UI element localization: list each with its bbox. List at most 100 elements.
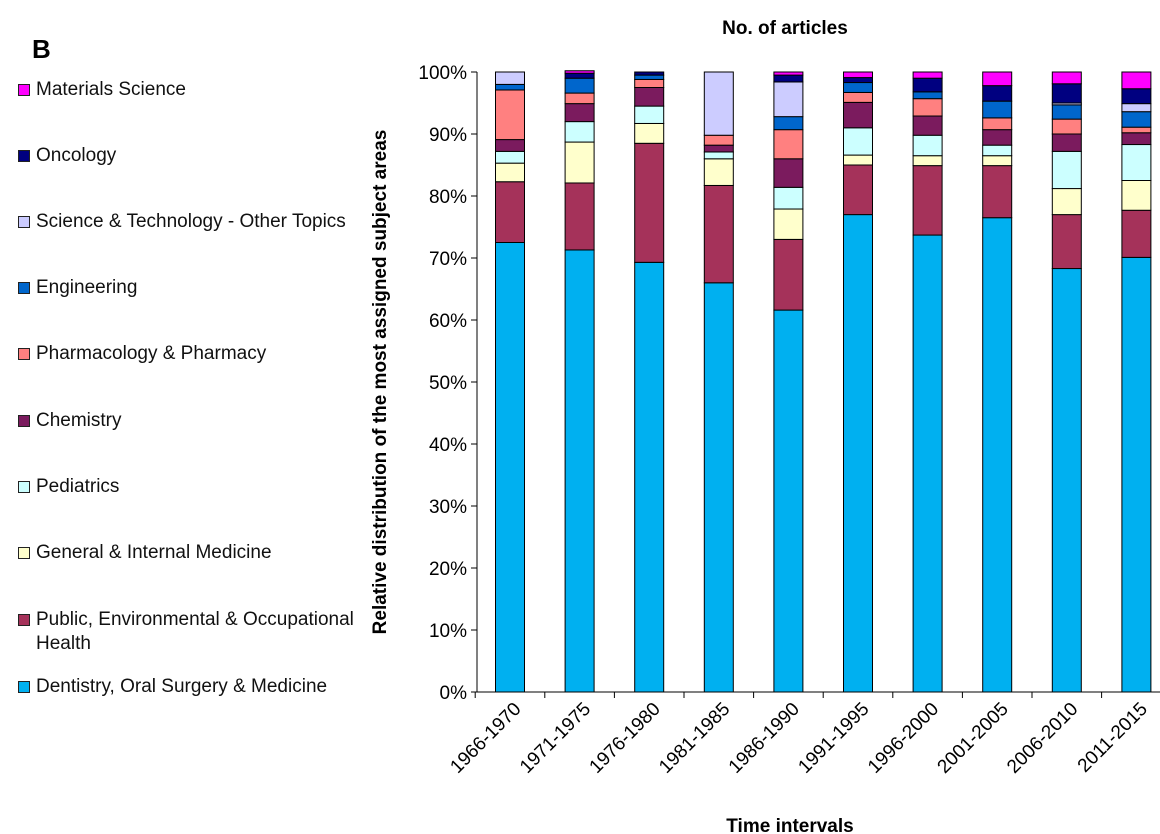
- bar-segment-5-1: [843, 164, 873, 216]
- bar-segment-4-8: [773, 74, 804, 83]
- bar-segment-8-8: [1051, 83, 1082, 104]
- bar-segment-4-5: [773, 129, 804, 160]
- y-tick-label: 100%: [418, 63, 467, 84]
- bar-segment-6-0: [912, 234, 943, 693]
- bar-segment-9-7: [1121, 103, 1152, 113]
- legend-swatch: [18, 216, 30, 228]
- legend-label: General & Internal Medicine: [36, 542, 272, 563]
- bar-segment-0-2: [495, 162, 525, 183]
- bar-segment-0-6: [495, 83, 525, 91]
- legend-swatch: [18, 614, 30, 626]
- y-axis-title: Relative distribution of the most assign…: [370, 130, 391, 635]
- legend-item: Materials Science: [18, 78, 366, 102]
- bar-segment-4-2: [773, 208, 804, 240]
- legend-item: Pediatrics: [18, 475, 366, 499]
- bar-segment-0-0: [495, 242, 525, 693]
- bar-segment-3-5: [703, 134, 734, 146]
- bar-segment-9-4: [1121, 132, 1152, 146]
- panel-label: B: [32, 34, 51, 64]
- bar-segment-9-3: [1121, 144, 1152, 181]
- legend-swatch: [18, 348, 30, 360]
- legend-item: Science & Technology - Other Topics: [18, 210, 366, 234]
- x-tick-label: 1981-1985: [655, 699, 734, 778]
- x-tick-label: 2006-2010: [1003, 699, 1082, 778]
- bar-segment-9-2: [1121, 180, 1152, 211]
- legend-swatch: [18, 415, 30, 427]
- bar-segment-7-2: [982, 155, 1013, 167]
- bar-segment-2-0: [634, 261, 665, 693]
- x-tick-label: 1986-1990: [725, 699, 804, 778]
- bar-segment-2-8: [634, 71, 665, 76]
- legend-label: Chemistry: [36, 410, 122, 431]
- bar-segment-1-5: [564, 92, 595, 105]
- bar-segment-3-4: [703, 144, 734, 153]
- legend-label: Pediatrics: [36, 476, 120, 497]
- bar-segment-1-4: [564, 103, 595, 123]
- x-tick-label: 2011-2015: [1074, 699, 1152, 777]
- legend-swatch: [18, 681, 30, 693]
- bar-segment-8-1: [1051, 214, 1082, 270]
- legend-label: Science & Technology - Other Topics: [36, 211, 346, 232]
- bar-segment-6-3: [912, 134, 943, 157]
- legend-swatch: [18, 547, 30, 559]
- bar-segment-7-1: [982, 165, 1013, 219]
- bar-segment-8-6: [1051, 104, 1082, 120]
- y-tick-label: 70%: [429, 249, 467, 270]
- bar-segment-6-4: [912, 115, 943, 136]
- bar-segment-3-1: [703, 184, 734, 284]
- bar-segment-8-5: [1051, 118, 1082, 135]
- bar-segment-6-9: [912, 71, 943, 79]
- bar-segment-4-6: [773, 116, 804, 131]
- legend-swatch: [18, 84, 30, 96]
- bar-segment-9-6: [1121, 111, 1152, 128]
- bar-segment-8-9: [1051, 71, 1082, 85]
- bar-segment-5-8: [843, 77, 873, 84]
- bar-segment-4-3: [773, 186, 804, 210]
- y-tick-label: 20%: [429, 559, 467, 580]
- bar-segment-4-9: [773, 71, 804, 76]
- bar-segment-4-7: [773, 81, 804, 118]
- bar-segment-6-8: [912, 77, 943, 93]
- x-tick-label: 1991-1995: [794, 699, 873, 778]
- legend-label: Public, Environmental & Occupational Hea…: [36, 609, 354, 654]
- y-tick-label: 50%: [429, 373, 467, 394]
- bar-segment-1-0: [564, 249, 595, 693]
- bar-segment-0-7: [495, 71, 525, 85]
- bar-segment-1-8: [564, 72, 595, 79]
- bar-segment-2-3: [634, 105, 665, 124]
- bar-segment-3-3: [703, 151, 734, 160]
- legend-item: Dentistry, Oral Surgery & Medicine: [18, 675, 366, 699]
- legend: Materials Science Oncology Science & Techn…: [12, 70, 372, 710]
- bar-segment-4-1: [773, 238, 804, 311]
- x-tick-label: 1976-1980: [586, 699, 665, 778]
- bar-segment-2-1: [634, 142, 665, 263]
- bar-segment-7-9: [982, 71, 1013, 87]
- bar-segment-6-6: [912, 91, 943, 100]
- bar-segment-9-5: [1121, 126, 1152, 134]
- bar-segment-1-3: [564, 121, 595, 143]
- bar-segment-8-3: [1051, 150, 1082, 190]
- legend-swatch: [18, 150, 30, 162]
- chart-title: No. of articles: [722, 18, 848, 39]
- y-tick-label: 0%: [440, 683, 468, 704]
- bar-segment-9-8: [1121, 88, 1152, 105]
- legend-swatch: [18, 481, 30, 493]
- bar-segment-6-2: [912, 155, 943, 167]
- bar-segment-3-7: [703, 71, 734, 136]
- legend-item: Chemistry: [18, 409, 366, 433]
- bar-segment-5-2: [843, 154, 873, 166]
- bar-segment-6-5: [912, 98, 943, 117]
- bar-segment-9-1: [1121, 209, 1152, 258]
- y-tick-label: 40%: [429, 435, 467, 456]
- bar-segment-0-3: [495, 150, 525, 164]
- legend-item: General & Internal Medicine: [18, 541, 366, 565]
- legend-label: Pharmacology & Pharmacy: [36, 343, 267, 364]
- bar-segment-9-9: [1121, 71, 1152, 90]
- bar-segment-7-6: [982, 100, 1013, 119]
- legend-label: Engineering: [36, 277, 138, 298]
- bar-segment-1-6: [564, 77, 595, 94]
- bar-segment-7-5: [982, 117, 1013, 131]
- legend-item: Public, Environmental & Occupational Hea…: [18, 608, 366, 656]
- bar-segment-0-4: [495, 139, 525, 152]
